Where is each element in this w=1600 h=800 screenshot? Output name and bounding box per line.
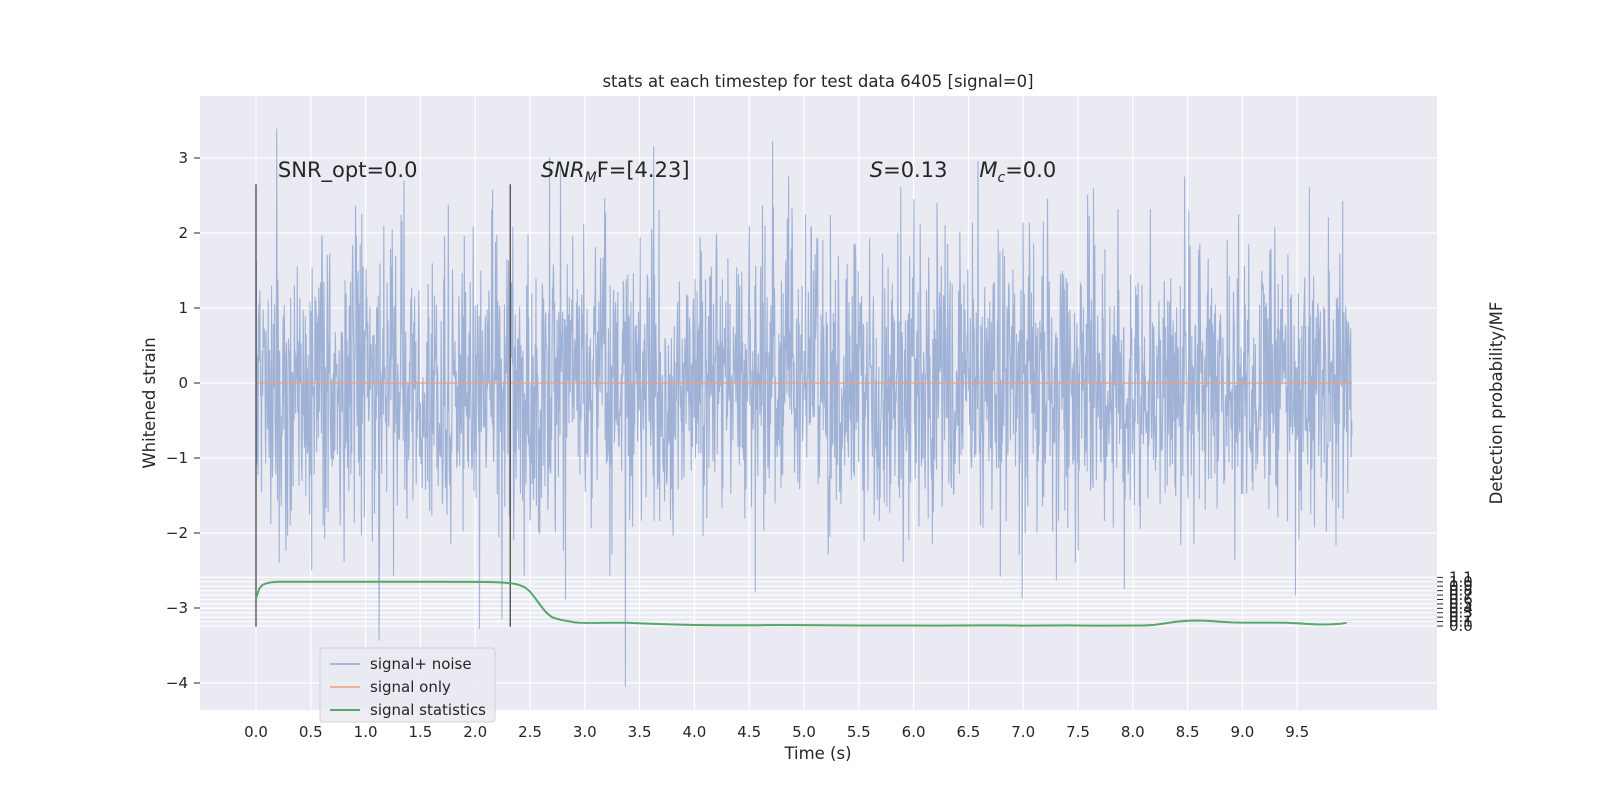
y2-tick-label: 0.1 (1449, 613, 1473, 631)
x-tick-label: 6.5 (956, 723, 980, 741)
x-tick-label: 6.0 (902, 723, 926, 741)
x-axis-label: Time (s) (783, 744, 851, 763)
x-tick-label: 9.0 (1230, 723, 1254, 741)
legend-label: signal+ noise (370, 655, 472, 673)
x-tick-labels: 0.0 0.5 1.0 1.5 2.0 2.5 3.0 3.5 4.0 4.5 5.0 5.5 6.0 6… (244, 723, 1309, 741)
x-tick-label: 5.5 (847, 723, 871, 741)
y2-tick-label: 0.0 (1449, 617, 1473, 635)
y2-tick-label: 1.0 (1449, 573, 1473, 591)
annotation-snr_mf: SNRMF=[4.23] (541, 158, 690, 186)
y2-tick-label: 1.1 (1449, 568, 1473, 586)
legend: signal+ noise signal only signal statistic… (319, 647, 496, 723)
x-tick-label: 2.5 (518, 723, 542, 741)
y-tick-label: 0 (178, 374, 188, 392)
y2-tick-label: 0.4 (1449, 599, 1473, 617)
y2-tick-label: 0.8 (1449, 582, 1473, 600)
signal-noise-line (255, 128, 1353, 687)
y2-tick-label: 0.2 (1449, 608, 1473, 626)
y2-tick-label: 0.6 (1449, 590, 1473, 608)
y-tick-label: −2 (166, 524, 188, 542)
x-tick-label: 7.0 (1011, 723, 1035, 741)
vertical-markers (255, 184, 511, 627)
y2-tick-labels: 0.00.10.20.30.40.50.60.70.80.91.01.1 (1437, 568, 1473, 635)
x-tick-label: 8.5 (1176, 723, 1200, 741)
y-tick-label: 2 (178, 224, 188, 242)
y-tick-labels: −4 −3 −2 −1 0 1 2 3 (166, 149, 200, 692)
x-tick-label: 5.0 (792, 723, 816, 741)
annotation-s_stat: S=0.13 (870, 158, 948, 182)
x-tick-label: 4.0 (682, 723, 706, 741)
x-tick-label: 1.5 (408, 723, 432, 741)
series-signal-statistics (255, 580, 1347, 627)
x-tick-label: 0.5 (299, 723, 323, 741)
y2-tick-label: 0.3 (1449, 604, 1473, 622)
x-tick-label: 7.5 (1066, 723, 1090, 741)
x-tick-label: 3.0 (573, 723, 597, 741)
signal-statistics-line (255, 580, 1347, 627)
y2-tick-label: 0.5 (1449, 595, 1473, 613)
y2-tick-label: 0.7 (1449, 586, 1473, 604)
x-tick-label: 0.0 (244, 723, 268, 741)
x-tick-label: 8.0 (1121, 723, 1145, 741)
y-tick-label: −3 (166, 599, 188, 617)
y2-axis-label: Detection probability/MF (1487, 302, 1506, 505)
chart-title: stats at each timestep for test data 640… (602, 72, 1033, 91)
annotations: SNR_opt=0.0 SNRMF=[4.23] S=0.13 Mc=0.0 (278, 158, 1056, 186)
annotation-mc: Mc=0.0 (979, 158, 1056, 186)
y-tick-label: 1 (178, 299, 188, 317)
x-tick-label: 4.5 (737, 723, 761, 741)
y-tick-label: −1 (166, 449, 188, 467)
y-axis-label: Whitened strain (140, 337, 159, 468)
annotation-snr_opt: SNR_opt=0.0 (278, 158, 418, 183)
legend-box (319, 647, 496, 723)
x-tick-label: 2.0 (463, 723, 487, 741)
y-tick-label: −4 (166, 674, 188, 692)
y2-gridlines (200, 576, 1437, 627)
y2-tick-label: 0.9 (1449, 577, 1473, 595)
x-tick-label: 3.5 (628, 723, 652, 741)
x-tick-label: 1.0 (354, 723, 378, 741)
legend-label: signal only (370, 678, 451, 696)
x-tick-label: 9.5 (1285, 723, 1309, 741)
series-signal-noise (255, 128, 1353, 687)
legend-label: signal statistics (370, 701, 486, 719)
y-tick-label: 3 (178, 149, 188, 167)
